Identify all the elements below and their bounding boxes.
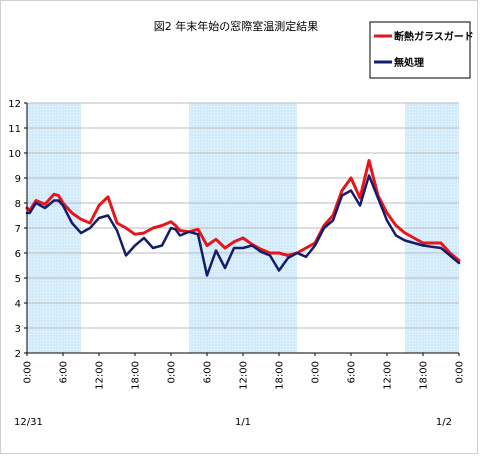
x-tick-label-3: 18:00 [131,361,142,390]
y-tick-label-7: 7 [15,224,21,235]
x-tick-labels: 0:00 6:00 12:00 18:00 0:00 6:00 12:00 18:00 0:00… [23,361,466,390]
legend-label-glass-guard: 断熱ガラスガード [394,30,474,43]
legend-box [369,21,471,79]
x-tick-label-10: 12:00 [383,361,394,390]
x-tick-label-7: 18:00 [275,361,286,390]
axes [24,102,460,356]
gridlines [27,102,459,329]
chart-title: 図2 年末年始の窓際室温測定結果 [154,19,319,33]
x-tick-label-1: 6:00 [59,361,70,383]
legend-label-untreated: 無処理 [394,56,424,69]
x-tick-label-11: 18:00 [419,361,430,390]
series-line-glass-guard [25,159,461,262]
legend: 断熱ガラスガード 無処理 [369,21,474,79]
y-tick-label-11: 11 [8,124,21,135]
x-tick-label-6: 12:00 [239,361,250,390]
y-tick-label-10: 10 [8,149,21,160]
y-tick-label-8: 8 [15,199,21,210]
series-lines [25,159,461,277]
x-tick-label-12: 0:00 [455,361,466,383]
y-tick-label-5: 5 [15,274,21,285]
date-labels: 12/31 1/1 1/2 [14,417,452,428]
y-tick-label-6: 6 [15,249,21,260]
x-tick-label-2: 12:00 [95,361,106,390]
y-tick-label-4: 4 [15,299,21,310]
x-tick-label-8: 0:00 [311,361,322,383]
x-tick-label-0: 0:00 [23,361,34,383]
y-tick-label-2: 2 [15,349,21,360]
date-label-0: 12/31 [14,417,43,428]
x-tick-label-5: 6:00 [203,361,214,383]
date-label-2: 1/2 [436,417,452,428]
x-tick-label-9: 6:00 [347,361,358,383]
y-tick-label-12: 12 [8,99,21,110]
y-tick-label-3: 3 [15,324,21,335]
y-tick-labels: 2 3 4 5 6 7 8 9 10 11 12 [8,99,21,360]
series-line-untreated [25,174,461,277]
date-label-1: 1/1 [235,417,251,428]
y-tick-label-9: 9 [15,174,21,185]
x-tick-label-4: 0:00 [167,361,178,383]
